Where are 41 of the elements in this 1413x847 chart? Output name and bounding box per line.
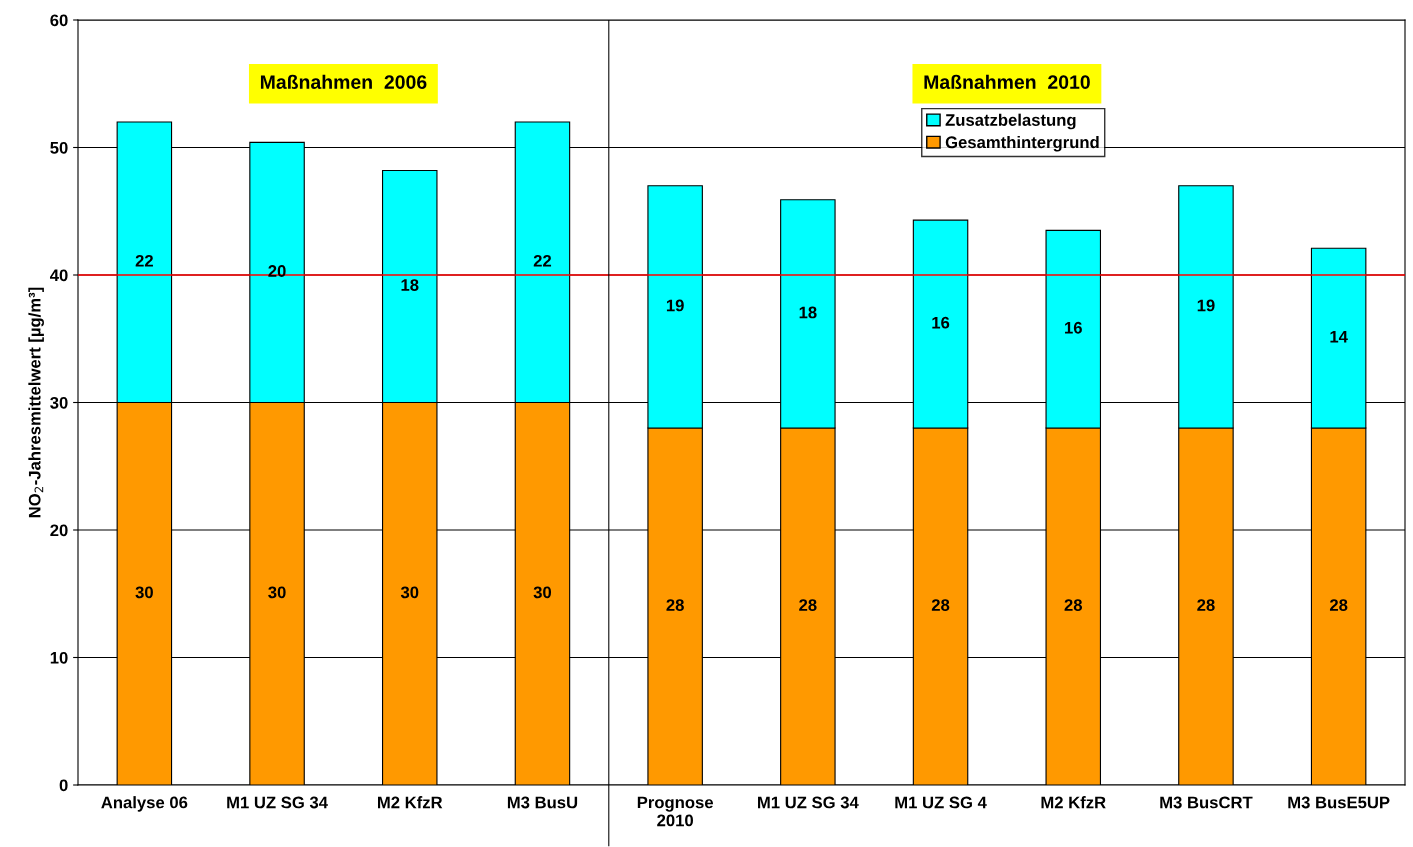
data-label: 22 xyxy=(135,254,153,267)
data-label: 28 xyxy=(666,599,684,611)
x-tick-label: Analyse 06 xyxy=(101,796,188,812)
x-tick-label: M2 KfzR xyxy=(1041,796,1106,809)
data-label: 22 xyxy=(533,254,552,267)
data-label: 19 xyxy=(1197,299,1215,312)
data-label: 16 xyxy=(1065,321,1082,334)
y-tick-label: 30 xyxy=(50,396,68,409)
data-label: 30 xyxy=(400,586,419,599)
data-label: 28 xyxy=(931,599,950,611)
data-label: 19 xyxy=(666,299,684,312)
y-axis-title: NO$_{2}$-Jahresmittelwert [µg/m³] xyxy=(28,287,44,518)
data-label: 16 xyxy=(932,316,950,329)
data-label: 30 xyxy=(135,586,153,599)
y-tick-label: 0 xyxy=(59,779,68,792)
x-tick-label: M1 UZ SG 4 xyxy=(895,796,987,809)
data-label: 30 xyxy=(268,586,286,599)
x-tick-label: M3 BusU xyxy=(507,796,578,809)
y-tick-label: 60 xyxy=(50,14,68,27)
annotation: Maßnahmen 2006 xyxy=(260,74,427,89)
data-label: 30 xyxy=(533,586,552,599)
legend-label: Zusatzbelastung xyxy=(945,113,1076,130)
y-tick-label: 50 xyxy=(50,141,68,154)
data-label: 28 xyxy=(1197,599,1215,611)
data-label: 28 xyxy=(799,599,817,611)
x-tick-label: Prognose 2010 xyxy=(637,796,714,827)
x-tick-label: M3 BusCRT xyxy=(1160,796,1253,809)
data-label: 28 xyxy=(1329,599,1348,611)
y-tick-label: 20 xyxy=(50,524,68,537)
data-label: 14 xyxy=(1330,330,1348,343)
x-tick-label: M3 BusE5UP xyxy=(1288,796,1390,809)
y-tick-label: 10 xyxy=(50,651,68,664)
x-tick-label: M1 UZ SG 34 xyxy=(758,796,859,809)
y-tick-label: 40 xyxy=(49,269,68,282)
data-label: 18 xyxy=(401,279,419,291)
x-tick-label: M2 KfzR xyxy=(378,796,443,809)
data-label: 28 xyxy=(1064,599,1083,611)
x-tick-label: M1 UZ SG 34 xyxy=(227,796,328,809)
data-label: 18 xyxy=(799,306,817,319)
annotation: Maßnahmen 2010 xyxy=(924,74,1090,89)
legend-label: Gesamthintergrund xyxy=(945,135,1099,152)
